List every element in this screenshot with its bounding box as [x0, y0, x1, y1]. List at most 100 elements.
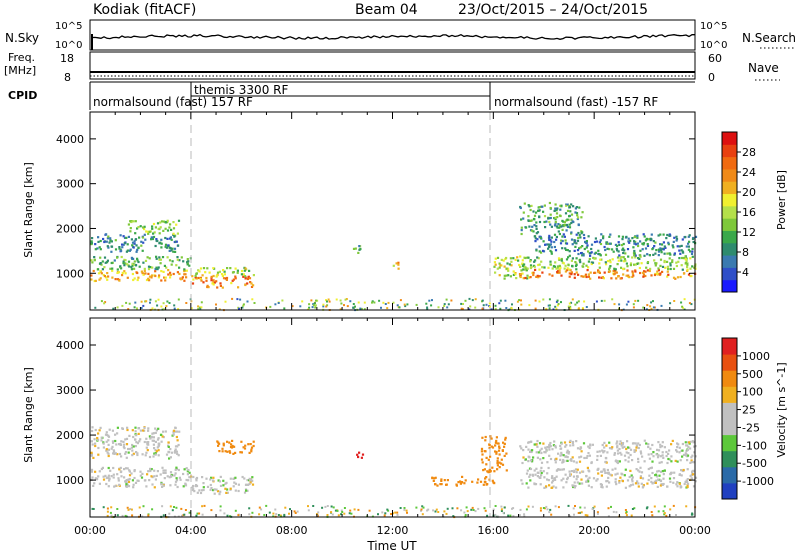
echo-cell: [676, 245, 679, 248]
echo-cell: [128, 249, 131, 252]
echo-cell: [614, 243, 617, 246]
echo-cell: [269, 305, 272, 308]
echo-cell: [633, 242, 636, 245]
echo-cell: [590, 486, 593, 489]
colorbar-segment: [722, 255, 737, 268]
echo-cell: [166, 256, 169, 259]
date-range-title: 23/Oct/2015 – 24/Oct/2015: [458, 2, 648, 18]
echo-cell: [506, 262, 509, 265]
echo-cell: [569, 474, 572, 477]
echo-cell: [639, 255, 642, 258]
echo-cell: [98, 429, 101, 432]
echo-cell: [562, 486, 565, 489]
echo-cell: [562, 454, 565, 457]
echo-cell: [686, 265, 689, 269]
echo-cell: [694, 480, 697, 483]
echo-cell: [91, 476, 94, 479]
echo-cell: [230, 282, 233, 285]
echo-cell: [522, 211, 525, 214]
echo-cell: [520, 303, 523, 306]
echo-cell: [539, 469, 542, 472]
echo-region: [518, 268, 697, 280]
echo-cell: [694, 476, 698, 479]
echo-cell: [523, 202, 526, 205]
echo-cell: [484, 439, 487, 442]
echo-cell: [101, 260, 104, 263]
echo-cell: [98, 246, 101, 249]
echo-cell: [498, 266, 501, 269]
echo-cell: [177, 298, 180, 301]
echo-cell: [185, 302, 188, 304]
echo-cell: [686, 480, 689, 484]
echo-cell: [577, 252, 580, 256]
echo-cell: [575, 268, 578, 271]
echo-cell: [462, 303, 464, 305]
echo-cell: [119, 442, 122, 446]
echo-cell: [197, 305, 200, 308]
echo-cell: [149, 266, 152, 269]
echo-cell: [685, 454, 688, 457]
echo-cell: [581, 211, 584, 214]
echo-cell: [535, 443, 538, 446]
echo-cell: [97, 432, 100, 435]
echo-cell: [486, 514, 489, 517]
echo-cell: [149, 298, 152, 301]
echo-cell: [240, 451, 243, 454]
echo-cell: [518, 514, 521, 517]
echo-cell: [553, 209, 556, 212]
echo-cell: [576, 481, 579, 484]
echo-cell: [123, 270, 126, 273]
echo-cell: [571, 298, 574, 301]
echo-cell: [687, 245, 690, 248]
echo-cell: [538, 216, 541, 219]
echo-cell: [655, 473, 658, 476]
echo-cell: [108, 477, 111, 480]
echo-cell: [206, 285, 209, 289]
echo-cell: [550, 240, 553, 243]
echo-cell: [585, 306, 588, 308]
echo-cell: [128, 470, 131, 473]
echo-cell: [553, 477, 556, 480]
echo-cell: [629, 484, 632, 487]
echo-cell: [106, 278, 109, 281]
echo-cell: [229, 515, 231, 518]
echo-cell: [134, 232, 137, 235]
echo-cell: [645, 308, 648, 311]
time-tick-label: 12:00: [377, 524, 409, 537]
echo-cell: [133, 263, 136, 266]
echo-cell: [170, 249, 173, 252]
echo-cell: [607, 507, 610, 510]
echo-cell: [611, 298, 614, 301]
echo-cell: [216, 271, 220, 274]
echo-cell: [490, 308, 493, 311]
echo-cell: [629, 239, 632, 242]
echo-cell: [167, 269, 170, 272]
echo-cell: [572, 205, 575, 208]
echo-cell: [536, 274, 539, 277]
echo-cell: [182, 472, 185, 476]
echo-cell: [175, 477, 178, 480]
echo-cell: [312, 505, 315, 507]
echo-cell: [575, 242, 578, 245]
echo-cell: [234, 482, 237, 485]
echo-cell: [500, 508, 503, 511]
echo-cell: [229, 477, 232, 480]
echo-cell: [673, 236, 676, 239]
echo-cell: [94, 243, 97, 246]
echo-cell: [603, 450, 606, 453]
echo-cell: [614, 480, 617, 484]
echo-cell: [179, 478, 182, 481]
echo-cell: [106, 261, 109, 264]
echo-cell: [624, 259, 627, 262]
echo-cell: [102, 237, 105, 241]
echo-cell: [670, 455, 673, 458]
echo-cell: [570, 221, 573, 225]
echo-cell: [639, 271, 642, 275]
echo-cell: [232, 477, 235, 480]
echo-cell: [597, 249, 600, 252]
echo-cell: [528, 304, 531, 307]
echo-cell: [104, 301, 107, 304]
echo-cell: [121, 274, 124, 277]
echo-cell: [212, 274, 215, 278]
echo-cell: [616, 452, 620, 455]
